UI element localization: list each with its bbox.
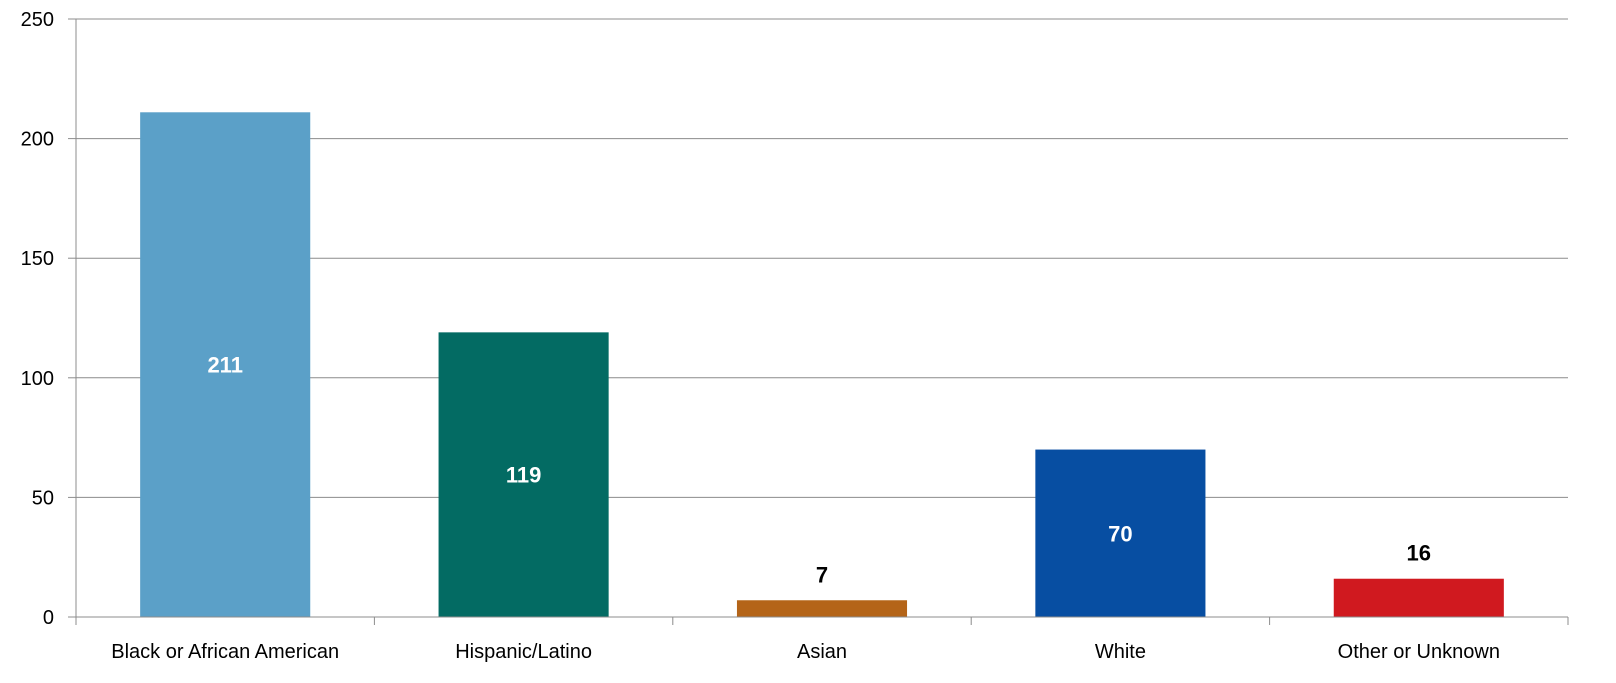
y-tick-label: 100 [21, 368, 54, 390]
bar [438, 332, 609, 617]
bar [1035, 449, 1206, 617]
bars [140, 112, 1504, 618]
y-tick-label: 200 [21, 129, 54, 151]
data-labels: 211 119 7 70 16 [207, 353, 1431, 588]
x-category-label: Hispanic/Latino [455, 641, 592, 663]
bar [736, 600, 908, 617]
gridlines [76, 18, 1568, 498]
y-tick-label: 0 [43, 607, 54, 629]
x-category-label: Black or African American [111, 641, 339, 663]
y-tick-label: 250 [21, 9, 54, 31]
y-axis-ticks: 0 50 100 150 200 250 [21, 9, 76, 629]
bar [1333, 578, 1504, 617]
axes [75, 19, 1568, 618]
bar [140, 112, 311, 618]
x-category-label: White [1095, 641, 1146, 663]
x-category-label: Other or Unknown [1338, 641, 1500, 663]
data-label: 16 [1407, 541, 1431, 566]
data-label: 119 [506, 463, 542, 488]
data-label: 7 [816, 562, 828, 587]
y-tick-label: 50 [32, 487, 54, 509]
y-tick-label: 150 [21, 248, 54, 270]
x-axis-ticks: Black or African American Hispanic/Latino… [75, 617, 1569, 663]
data-label: 211 [207, 353, 243, 378]
data-label: 70 [1108, 521, 1132, 546]
x-category-label: Asian [797, 641, 847, 663]
